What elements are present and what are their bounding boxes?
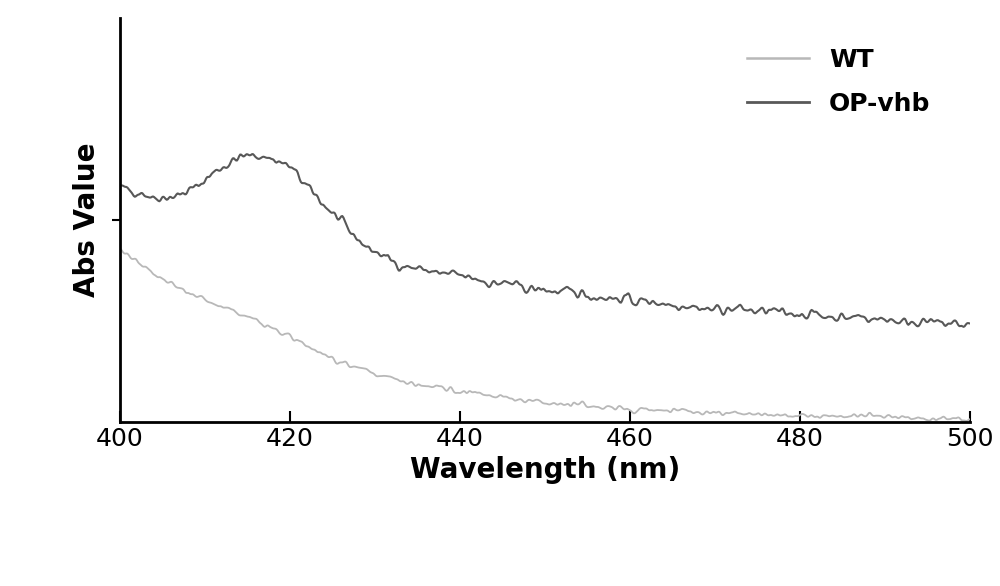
OP-vhb <box>609 295 621 302</box>
WT <box>759 410 771 417</box>
WT <box>846 412 858 419</box>
OP-vhb <box>166 195 178 202</box>
WT <box>655 407 667 414</box>
Legend: WT, OP-vhb: WT, OP-vhb <box>737 38 940 126</box>
WT <box>630 409 642 416</box>
OP-vhb <box>964 320 976 327</box>
OP-vhb <box>114 182 126 189</box>
OP-vhb <box>657 300 669 307</box>
Line: WT: WT <box>120 248 970 421</box>
OP-vhb <box>631 301 643 308</box>
Line: OP-vhb: OP-vhb <box>120 154 970 327</box>
X-axis label: Wavelength (nm): Wavelength (nm) <box>410 456 680 485</box>
WT <box>166 278 178 285</box>
WT <box>114 245 126 252</box>
OP-vhb <box>247 151 259 158</box>
WT <box>608 405 620 412</box>
OP-vhb <box>760 310 772 317</box>
Y-axis label: Abs Value: Abs Value <box>73 142 101 297</box>
OP-vhb <box>958 323 970 331</box>
WT <box>961 417 973 424</box>
OP-vhb <box>847 313 859 320</box>
WT <box>964 415 976 423</box>
